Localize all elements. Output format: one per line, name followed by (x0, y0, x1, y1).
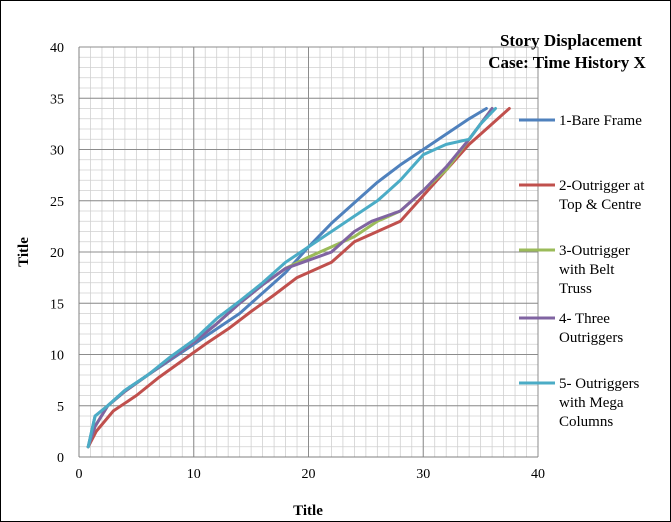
series-line-5 (86, 107, 497, 449)
legend-label: Truss (559, 281, 592, 297)
legend-label: 5- Outriggers (559, 376, 640, 392)
y-tick-label: 10 (50, 349, 64, 364)
x-tick-label: 0 (76, 467, 83, 482)
y-tick-label: 30 (50, 144, 64, 159)
legend-item-3: 3-Outrigger with Belt Truss (519, 243, 630, 297)
y-tick-label: 25 (50, 195, 64, 210)
y-tick-label: 20 (50, 246, 64, 261)
x-tick-labels: 0 10 20 30 40 (76, 467, 546, 482)
legend-item-5: 5- Outriggers with Mega Columns (519, 376, 640, 430)
y-tick-label: 35 (50, 92, 64, 107)
y-tick-label: 0 (57, 451, 64, 466)
legend-label: 3-Outrigger (559, 243, 630, 259)
y-tick-label: 15 (50, 297, 64, 312)
series-lines (86, 107, 511, 449)
legend-item-4: 4- Three Outriggers (519, 311, 623, 346)
legend-item-1: 1-Bare Frame (519, 113, 642, 129)
x-tick-label: 30 (416, 467, 430, 482)
y-tick-labels: 0 5 10 15 20 25 30 35 40 (50, 41, 64, 466)
legend: 1-Bare Frame 2-Outrigger at Top & Centre 3-… (519, 113, 645, 430)
y-tick-label: 5 (57, 400, 64, 415)
chart-title-line-1: Story Displacement (500, 31, 642, 50)
legend-label: Top & Centre (559, 197, 642, 213)
legend-label: with Belt (559, 262, 615, 278)
series-line-4 (86, 107, 494, 449)
legend-label: Outriggers (559, 330, 623, 346)
legend-label: with Mega (559, 395, 624, 411)
x-tick-label: 20 (302, 467, 316, 482)
x-tick-label: 10 (187, 467, 201, 482)
legend-item-2: 2-Outrigger at Top & Centre (519, 178, 645, 213)
legend-label: 2-Outrigger at (559, 178, 645, 194)
x-axis-title: Title (293, 503, 323, 519)
axes (78, 47, 538, 458)
y-tick-label: 40 (50, 41, 64, 56)
legend-label: 1-Bare Frame (559, 113, 642, 129)
chart-title-line-2: Case: Time History X (488, 53, 646, 72)
y-axis-title: Title (16, 237, 32, 267)
series-line-3 (86, 107, 494, 449)
legend-label: Columns (559, 414, 613, 430)
legend-label: 4- Three (559, 311, 610, 327)
x-tick-label: 40 (531, 467, 545, 482)
